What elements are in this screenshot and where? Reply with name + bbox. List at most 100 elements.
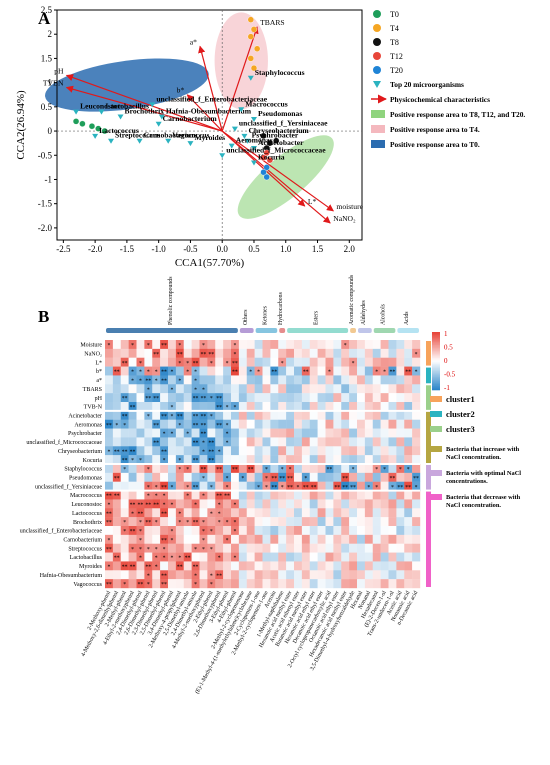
heatmap-cell (215, 366, 224, 376)
significance-mark: * (178, 556, 181, 562)
heatmap-cell (404, 437, 413, 447)
heatmap-cell (254, 552, 263, 562)
heatmap-cell (238, 472, 247, 482)
heatmap-cell (262, 570, 271, 580)
heatmap-cell (128, 402, 137, 412)
heatmap-cell (301, 428, 310, 438)
heatmap-cell (160, 348, 169, 358)
significance-mark: ** (208, 458, 214, 464)
heatmap-cell (199, 340, 208, 350)
heatmap-cell (286, 437, 295, 447)
colorbar-segment (432, 342, 440, 344)
heatmap-cell (380, 402, 389, 412)
significance-mark: ** (405, 370, 411, 376)
colorbar-segment (432, 385, 440, 388)
significance-mark: * (139, 556, 142, 562)
cluster-label: cluster1 (446, 394, 475, 404)
heatmap-cell (262, 526, 271, 536)
heatmap-cell (136, 517, 145, 527)
heatmap-cell (294, 499, 303, 509)
heatmap-cell (317, 340, 326, 350)
heatmap-cell (112, 561, 121, 571)
heatmap-cell (301, 481, 310, 491)
heatmap-cell (309, 552, 318, 562)
heatmap-cell (278, 526, 287, 536)
heatmap-cell (317, 402, 326, 412)
heatmap-cell (270, 579, 279, 589)
heatmap-cell (246, 534, 255, 544)
heatmap-row-label: Hafnia-Obesumbacterium (40, 572, 103, 579)
heatmap-cell (215, 552, 224, 562)
heatmap-cell (191, 393, 200, 403)
heatmap-cell (105, 402, 114, 412)
heatmap-cell (333, 402, 342, 412)
heatmap-cell (333, 348, 342, 358)
significance-mark: * (163, 494, 166, 500)
heatmap-cell (278, 402, 287, 412)
heatmap-cell (294, 455, 303, 465)
heatmap-cell (160, 402, 169, 412)
heatmap-cell (199, 419, 208, 429)
heatmap-row-label: L* (95, 360, 102, 366)
heatmap-cell (254, 534, 263, 544)
heatmap-cell (404, 534, 413, 544)
heatmap-cell (364, 340, 373, 350)
heatmap-cell (207, 348, 216, 358)
significance-mark: * (194, 503, 197, 509)
significance-mark: ** (161, 485, 167, 491)
heatmap-cell (191, 552, 200, 562)
colorbar-segment (432, 358, 440, 360)
significance-mark: ** (138, 503, 144, 509)
heatmap-cell (412, 561, 421, 571)
significance-mark: ** (216, 423, 222, 429)
heatmap-cell (246, 402, 255, 412)
microorganism-marker (244, 138, 251, 144)
heatmap-cell (341, 455, 350, 465)
heatmap-cell (238, 481, 247, 491)
heatmap-cell (199, 517, 208, 527)
heatmap-cell (396, 402, 405, 412)
heatmap-cell (191, 543, 200, 553)
heatmap-cell (207, 490, 216, 500)
heatmap-cell (128, 428, 137, 438)
heatmap-cell (294, 490, 303, 500)
heatmap-cell (317, 357, 326, 367)
significance-mark: ** (114, 370, 120, 376)
microorganism-label: Streptococcus (115, 131, 160, 140)
heatmap-cell (372, 543, 381, 553)
heatmap-cell (105, 534, 114, 544)
heatmap-cell (128, 579, 137, 589)
heatmap-cell (128, 446, 137, 456)
heatmap-cell (349, 543, 358, 553)
colorbar-segment (432, 346, 440, 349)
heatmap-cell (215, 437, 224, 447)
significance-mark: ** (122, 414, 128, 420)
heatmap-cell (349, 357, 358, 367)
heatmap-cell (364, 437, 373, 447)
heatmap-cell (380, 446, 389, 456)
colorbar-segment (432, 362, 440, 365)
bacteria-swatch (430, 446, 442, 452)
heatmap-cell (112, 384, 121, 394)
heatmap-cell (301, 446, 310, 456)
microorganism-marker (187, 141, 194, 147)
colorbar-segment (432, 387, 440, 389)
heatmap-cell (380, 366, 389, 376)
legend-marker (373, 52, 381, 60)
heatmap-cell (128, 552, 137, 562)
significance-mark: * (352, 361, 355, 367)
heatmap-cell (231, 508, 240, 518)
heatmap-cell (325, 437, 334, 447)
physicochemical-arrow (65, 85, 223, 132)
significance-mark: * (178, 343, 181, 349)
heatmap-cell (160, 455, 169, 465)
colorbar-segment (432, 371, 440, 373)
heatmap-cell (388, 552, 397, 562)
microorganism-label: Lactobacillus (105, 102, 149, 111)
heatmap-cell (286, 402, 295, 412)
significance-mark: * (218, 503, 221, 509)
heatmap-cell (309, 543, 318, 553)
heatmap-cell (112, 552, 121, 562)
heatmap-cell (254, 499, 263, 509)
microorganism-label: Lactococcus (99, 126, 139, 135)
